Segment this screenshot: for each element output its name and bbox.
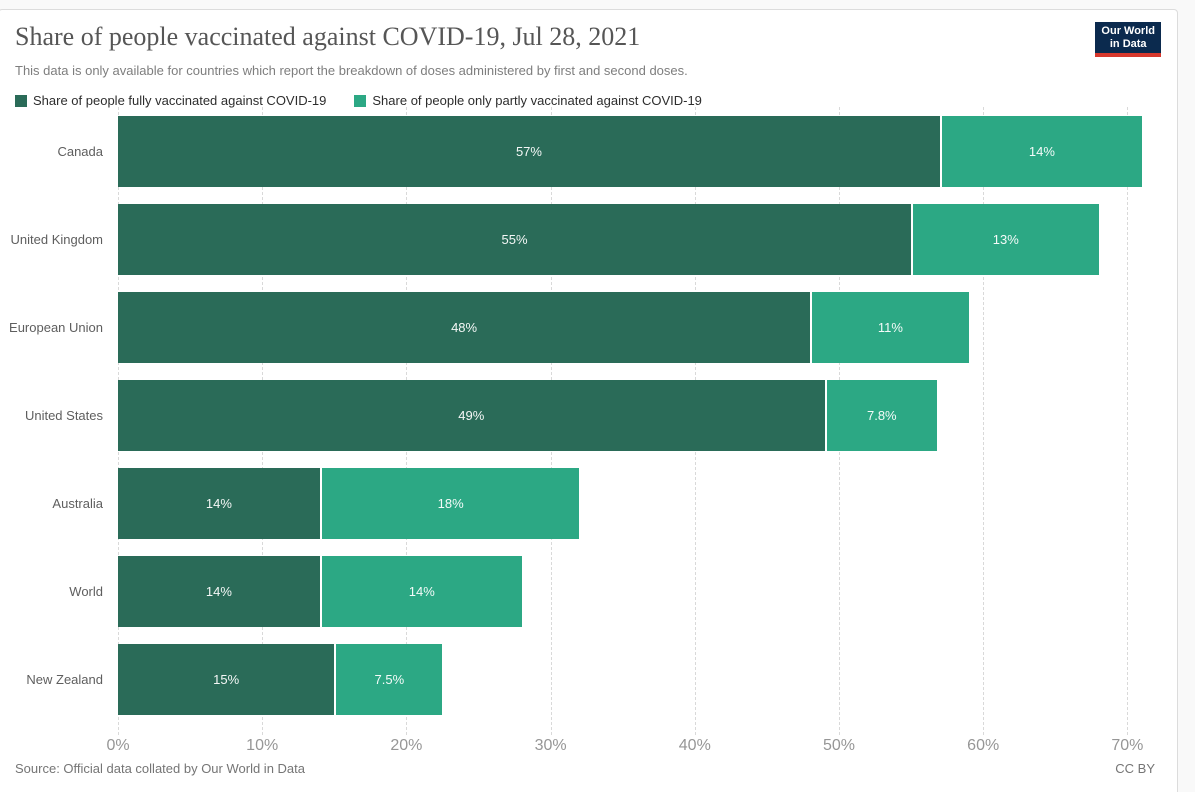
bar-stack: 55% 13% bbox=[118, 203, 1099, 275]
category-label: European Union bbox=[9, 319, 103, 335]
bar-stack: 49% 7.8% bbox=[118, 379, 938, 451]
bar-segment[interactable]: 14% bbox=[319, 555, 522, 627]
chart-header: Share of people vaccinated against COVID… bbox=[15, 22, 1161, 108]
bar-segment[interactable]: 7.5% bbox=[334, 643, 443, 715]
bar-segment[interactable]: 14% bbox=[939, 115, 1142, 187]
legend-item[interactable]: Share of people only partly vaccinated a… bbox=[354, 93, 702, 108]
owid-logo[interactable]: Our World in Data bbox=[1095, 22, 1161, 57]
chart-subtitle: This data is only available for countrie… bbox=[15, 63, 688, 78]
owid-logo-line2: in Data bbox=[1109, 38, 1147, 50]
bar-segment[interactable]: 7.8% bbox=[824, 379, 938, 451]
x-axis-tick-label: 70% bbox=[1111, 737, 1144, 754]
license-note[interactable]: CC BY bbox=[1115, 761, 1155, 776]
bar-segment[interactable]: 15% bbox=[118, 643, 335, 715]
x-axis-tick-label: 30% bbox=[534, 737, 567, 754]
x-axis: 0% 10% 20% 30% 40% 50% 60% 70% bbox=[106, 737, 1143, 759]
title-row: Share of people vaccinated against COVID… bbox=[15, 22, 1161, 57]
legend-item[interactable]: Share of people fully vaccinated against… bbox=[15, 93, 326, 108]
x-axis-tick-label: 40% bbox=[678, 737, 711, 754]
legend-swatch bbox=[354, 94, 367, 107]
chart-footer: Source: Official data collated by Our Wo… bbox=[15, 761, 1155, 776]
source-note: Source: Official data collated by Our Wo… bbox=[15, 761, 305, 776]
bar-rows: Canada 57% 14% United Kingdom 55% 13% European… bbox=[0, 107, 1177, 723]
bar-segment[interactable]: 18% bbox=[319, 467, 580, 539]
bar-row: United States 49% 7.8% bbox=[0, 371, 1177, 459]
bar-segment[interactable]: 49% bbox=[118, 379, 825, 451]
bar-row: United Kingdom 55% 13% bbox=[0, 195, 1177, 283]
x-axis-tick-label: 20% bbox=[390, 737, 423, 754]
x-axis-tick-label: 50% bbox=[822, 737, 856, 754]
bar-row: European Union 48% 11% bbox=[0, 283, 1177, 371]
legend: Share of people fully vaccinated against… bbox=[15, 93, 1161, 108]
legend-swatch bbox=[15, 94, 27, 107]
bar-row: Canada 57% 14% bbox=[0, 107, 1177, 195]
bar-segment[interactable]: 14% bbox=[118, 555, 320, 627]
bar-row: New Zealand 15% 7.5% bbox=[0, 635, 1177, 723]
owid-logo-line1: Our World bbox=[1101, 25, 1155, 37]
category-label: New Zealand bbox=[26, 671, 103, 687]
category-label: Canada bbox=[57, 143, 103, 159]
x-axis-tick-label: 60% bbox=[967, 737, 1000, 754]
bar-segment[interactable]: 14% bbox=[118, 467, 320, 539]
bar-segment[interactable]: 13% bbox=[911, 203, 1099, 275]
bar-segment[interactable]: 57% bbox=[118, 115, 940, 187]
category-label: Australia bbox=[52, 495, 103, 511]
category-label: United Kingdom bbox=[10, 231, 104, 247]
x-axis-tick-label: 10% bbox=[246, 737, 279, 754]
bar-row: Australia 14% 18% bbox=[0, 459, 1177, 547]
category-label: World bbox=[69, 583, 103, 599]
legend-label: Share of people only partly vaccinated a… bbox=[372, 93, 702, 108]
chart-title: Share of people vaccinated against COVID… bbox=[15, 22, 641, 51]
x-axis-tick-label: 0% bbox=[106, 737, 130, 754]
bar-segment[interactable]: 48% bbox=[118, 291, 811, 363]
bar-chart: Canada 57% 14% United Kingdom 55% 13% European… bbox=[0, 107, 1177, 762]
bar-stack: 14% 18% bbox=[118, 467, 580, 539]
bar-stack: 15% 7.5% bbox=[118, 643, 443, 715]
chart-card: Share of people vaccinated against COVID… bbox=[0, 9, 1178, 792]
bar-row: World 14% 14% bbox=[0, 547, 1177, 635]
bar-stack: 14% 14% bbox=[118, 555, 522, 627]
legend-label: Share of people fully vaccinated against… bbox=[33, 93, 327, 108]
category-label: United States bbox=[24, 407, 103, 423]
bar-segment[interactable]: 11% bbox=[810, 291, 969, 363]
bar-stack: 57% 14% bbox=[118, 115, 1142, 187]
bar-segment[interactable]: 55% bbox=[118, 203, 912, 275]
bar-stack: 48% 11% bbox=[118, 291, 969, 363]
